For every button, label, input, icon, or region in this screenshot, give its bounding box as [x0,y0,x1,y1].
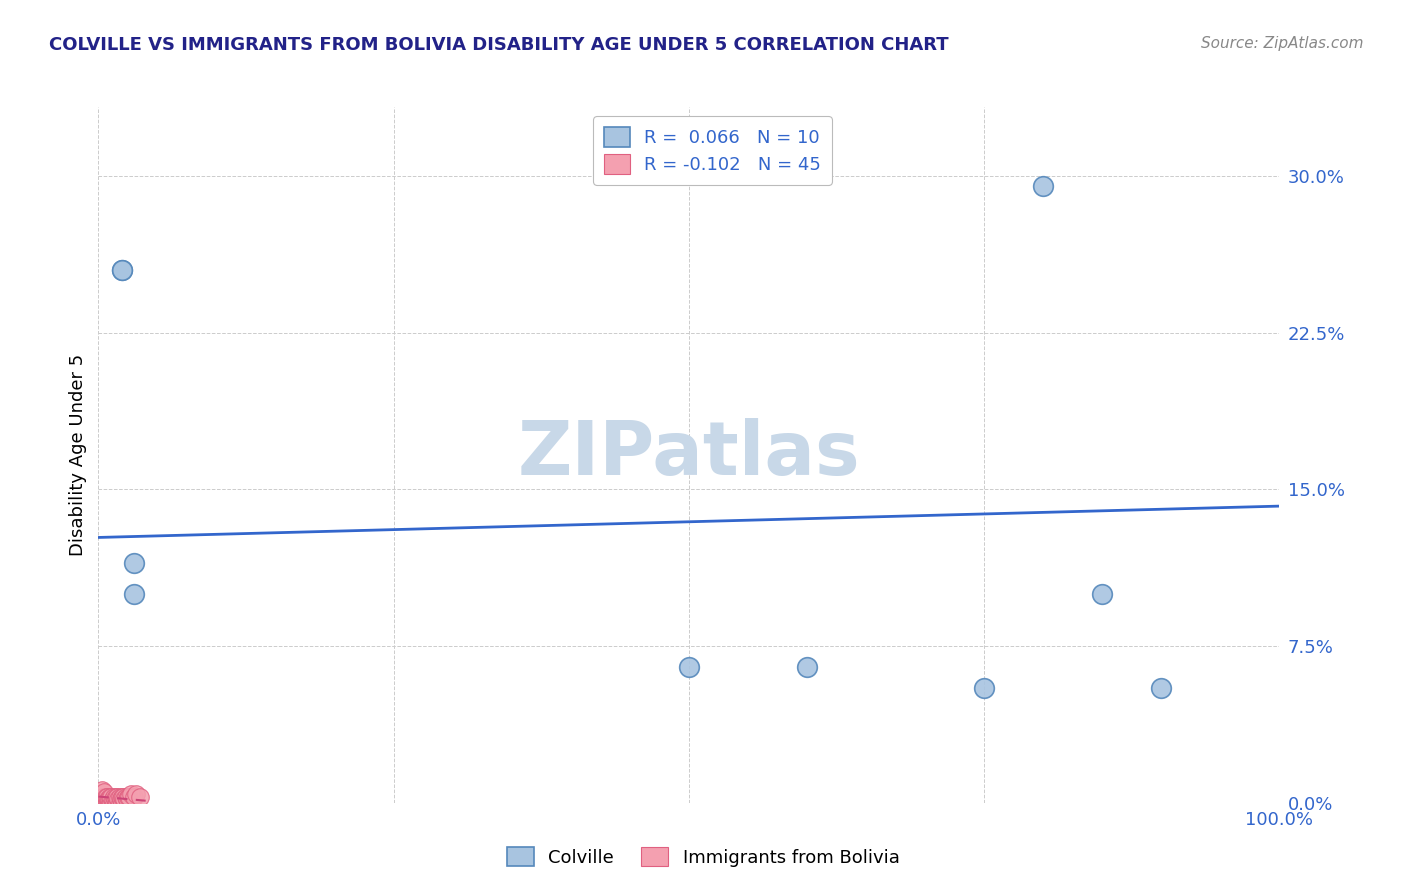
Point [93,785,115,799]
Point [122,789,145,804]
Text: ZIPatlas: ZIPatlas [517,418,860,491]
Point [121,788,143,802]
Point [125,788,148,802]
Point [91,791,114,805]
Point [973,681,995,695]
Point [105,789,128,804]
Point [112,789,135,804]
Point [104,791,127,805]
Point [103,789,125,804]
Point [115,791,138,805]
Point [107,791,129,805]
Point [108,789,131,804]
Point [93,796,115,810]
Text: Source: ZipAtlas.com: Source: ZipAtlas.com [1201,36,1364,51]
Legend: Colville, Immigrants from Bolivia: Colville, Immigrants from Bolivia [499,840,907,874]
Point [93,791,115,805]
Point [91,796,114,810]
Point [678,660,700,674]
Point [122,556,145,570]
Y-axis label: Disability Age Under 5: Disability Age Under 5 [69,354,87,556]
Point [1032,179,1054,194]
Point [100,796,122,810]
Point [108,796,131,810]
Point [94,789,117,804]
Point [114,789,136,804]
Point [111,263,134,277]
Point [96,796,118,810]
Point [97,796,120,810]
Point [122,587,145,601]
Point [1150,681,1173,695]
Point [98,791,121,805]
Point [117,789,139,804]
Point [101,796,124,810]
Point [101,791,124,805]
Point [112,791,135,805]
Point [98,796,121,810]
Point [110,791,132,805]
Point [105,796,128,810]
Point [111,263,134,277]
Point [128,789,150,804]
Point [91,788,114,802]
Point [91,796,114,810]
Point [105,789,128,804]
Point [796,660,818,674]
Point [96,789,118,804]
Point [97,791,120,805]
Point [91,789,114,804]
Point [98,789,121,804]
Point [105,796,128,810]
Point [94,796,117,810]
Point [91,783,114,797]
Text: COLVILLE VS IMMIGRANTS FROM BOLIVIA DISABILITY AGE UNDER 5 CORRELATION CHART: COLVILLE VS IMMIGRANTS FROM BOLIVIA DISA… [49,36,949,54]
Point [118,789,141,804]
Point [98,796,121,810]
Point [111,789,134,804]
Legend: R =  0.066   N = 10, R = -0.102   N = 45: R = 0.066 N = 10, R = -0.102 N = 45 [593,116,832,185]
Point [111,796,134,810]
Point [100,789,122,804]
Point [1091,587,1114,601]
